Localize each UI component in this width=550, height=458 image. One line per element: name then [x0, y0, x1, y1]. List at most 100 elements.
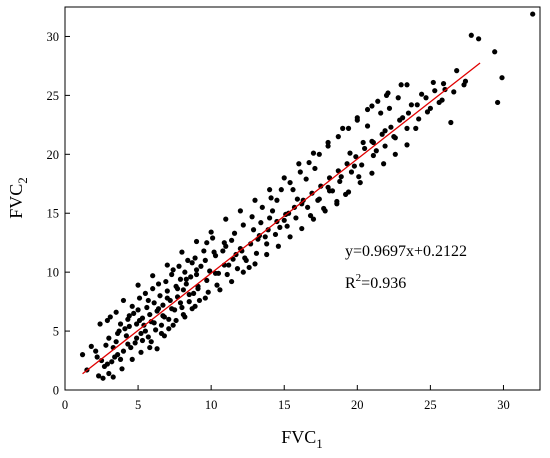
data-point [296, 161, 302, 167]
data-point [104, 361, 110, 367]
data-point [414, 102, 420, 108]
data-point [193, 271, 200, 278]
data-point [392, 135, 398, 141]
data-point [164, 262, 170, 268]
data-point [448, 119, 454, 126]
data-point [364, 123, 371, 129]
data-point [202, 257, 208, 263]
data-point [315, 197, 321, 203]
data-point [392, 151, 398, 157]
data-point [310, 150, 317, 156]
data-point [191, 290, 197, 296]
data-point [170, 267, 176, 273]
data-point [174, 286, 181, 292]
data-point [379, 131, 385, 137]
data-point [182, 314, 188, 320]
data-point [186, 291, 192, 298]
data-point [173, 317, 179, 324]
data-point [136, 295, 143, 301]
data-point [182, 269, 188, 275]
data-point [423, 95, 429, 101]
data-point [231, 230, 238, 236]
data-point [151, 300, 157, 306]
data-point [405, 110, 412, 116]
data-point [117, 356, 124, 362]
regression-line [82, 62, 481, 375]
data-point [189, 260, 195, 266]
data-point [96, 373, 102, 379]
data-point [135, 282, 141, 288]
data-point [354, 117, 360, 123]
data-point [193, 238, 200, 245]
data-point [160, 302, 166, 308]
data-point [142, 290, 148, 296]
r-squared-base: R [345, 275, 356, 292]
data-point [250, 227, 257, 233]
data-point [192, 303, 198, 309]
x-axis-title-subscript: 1 [316, 436, 323, 451]
x-tick-label: 15 [278, 398, 291, 412]
data-point [325, 143, 331, 149]
data-point [440, 81, 447, 87]
data-point [297, 169, 303, 175]
data-point [115, 352, 121, 358]
data-point [226, 262, 232, 268]
data-point [240, 222, 246, 228]
data-point [468, 32, 474, 38]
data-point [267, 215, 273, 221]
data-point [240, 269, 246, 275]
data-point [224, 271, 230, 278]
data-point [164, 288, 170, 294]
data-point [123, 333, 129, 339]
data-point [252, 197, 258, 203]
data-point [179, 304, 185, 311]
y-tick-label: 30 [47, 30, 60, 44]
data-point [100, 375, 106, 381]
x-axis-title: FVC1 [281, 427, 323, 451]
y-tick-label: 20 [47, 148, 60, 162]
data-point [150, 273, 156, 279]
data-point [126, 323, 132, 329]
data-point [345, 189, 352, 195]
data-point [530, 11, 536, 17]
x-axis: 0 5 10 15 20 25 30 [62, 385, 510, 412]
data-point [427, 105, 433, 111]
data-point [495, 99, 501, 106]
x-tick-label: 30 [497, 398, 510, 412]
data-point [347, 150, 353, 156]
data-point [229, 237, 235, 243]
data-point [134, 321, 140, 327]
data-point [120, 348, 127, 354]
data-point [492, 49, 498, 55]
y-tick-label: 10 [47, 266, 60, 280]
data-point [113, 339, 119, 345]
data-point [117, 321, 124, 327]
data-point [306, 159, 312, 166]
data-point [326, 188, 333, 194]
data-point [193, 267, 200, 273]
data-point [198, 263, 204, 269]
data-point [210, 235, 216, 241]
data-point [110, 374, 116, 380]
data-point [275, 243, 281, 249]
data-point [252, 261, 258, 267]
data-point [93, 348, 99, 354]
data-point [348, 169, 355, 175]
data-point [360, 139, 366, 146]
data-point [131, 310, 137, 316]
data-point [307, 212, 314, 219]
data-point [155, 306, 162, 312]
data-point [357, 179, 363, 186]
data-point [356, 174, 362, 180]
y-axis: 0 5 10 15 20 25 30 [47, 30, 70, 398]
data-point [322, 208, 328, 214]
data-point [103, 342, 109, 348]
data-point [388, 124, 394, 130]
data-point [287, 179, 293, 186]
data-point [290, 187, 296, 193]
data-point [351, 163, 357, 169]
data-point [204, 277, 210, 284]
data-point [79, 352, 86, 358]
data-point [148, 339, 154, 345]
data-point [94, 354, 100, 360]
